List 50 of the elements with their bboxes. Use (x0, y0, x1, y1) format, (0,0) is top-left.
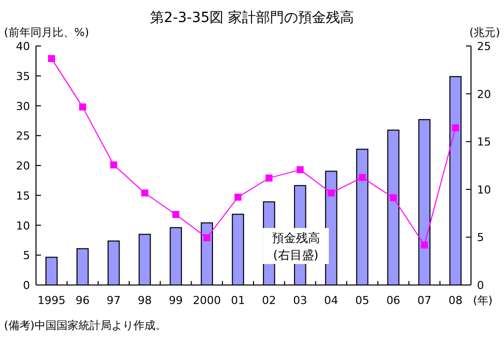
y2-tick-label: 15 (477, 136, 491, 149)
annotation: (右目盛) (273, 248, 319, 262)
point (234, 194, 242, 201)
y2-tick-label: 10 (477, 183, 491, 196)
x-tick-label: 05 (355, 294, 370, 307)
y2-axis-title: (兆元) (469, 26, 500, 39)
x-tick-label: 02 (262, 294, 276, 307)
y2-tick-label: 20 (477, 88, 491, 101)
y-axis-title: (前年同月比、%) (4, 26, 90, 39)
x-tick-label: 1995 (38, 294, 66, 307)
series-label: 預金残高 (272, 231, 320, 245)
point (390, 194, 397, 202)
x-tick-label: 99 (168, 294, 183, 307)
x-axis-title: (年) (473, 294, 493, 307)
point (328, 189, 335, 196)
x-tick-label: 03 (293, 294, 308, 307)
y2-tick-label: 0 (477, 279, 484, 292)
x-tick-label: 2000 (192, 294, 221, 307)
point (141, 189, 148, 196)
point (296, 166, 304, 174)
x-tick-label: 01 (230, 294, 245, 307)
point (358, 174, 366, 181)
x-tick-label: 96 (76, 294, 90, 307)
y-tick-label: 30 (16, 100, 30, 113)
point (79, 103, 86, 110)
x-tick-label: 98 (138, 294, 152, 307)
y-tick-label: 0 (23, 279, 30, 292)
x-tick-label: 97 (106, 294, 121, 307)
x-tick-label: 06 (386, 294, 400, 307)
point (266, 174, 273, 182)
x-tick-label: 08 (448, 294, 462, 307)
point (110, 161, 118, 168)
point (203, 234, 210, 242)
y-tick-label: 40 (16, 40, 30, 53)
y-tick-label: 5 (23, 249, 30, 262)
point (48, 55, 56, 62)
y-tick-label: 10 (16, 219, 30, 232)
y-tick-label: 20 (16, 160, 30, 172)
y-tick-label: 25 (16, 130, 30, 143)
point (172, 210, 180, 218)
x-tick-label: 07 (417, 294, 432, 307)
y2-tick-label: 5 (477, 231, 484, 244)
chart-title: 第2-3-35図 家計部門の預金残高 (150, 10, 354, 26)
y-tick-label: 15 (16, 189, 30, 202)
point (420, 241, 428, 248)
x-tick-label: 04 (324, 294, 338, 307)
text: (備考)中国国家統計局より作成。 (4, 319, 167, 332)
point (452, 124, 459, 132)
y-tick-label: 35 (16, 70, 30, 83)
y2-tick-label: 25 (477, 40, 491, 53)
